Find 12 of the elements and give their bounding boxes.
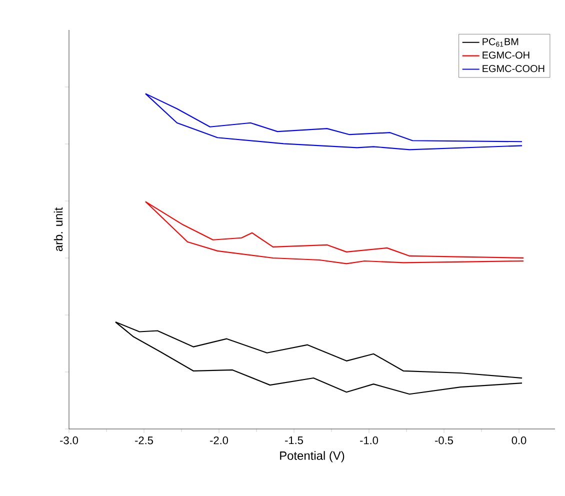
x-tick-label: 0.0	[512, 436, 526, 444]
y-axis-title: arb. unit	[54, 207, 63, 252]
legend-label: PC$_{61}$BM	[482, 38, 518, 47]
x-tick-label: -2.5	[135, 436, 153, 444]
x-tick-label: -2.0	[210, 436, 228, 444]
x-tick-label: -0.5	[435, 436, 453, 444]
legend-label: EGMC-OH	[482, 52, 530, 59]
x-axis-title: Potential (V)	[280, 451, 344, 462]
legend-label: EGMC-COOH	[482, 65, 544, 72]
x-tick-label: -1.5	[285, 436, 303, 444]
x-tick-label: -1.0	[360, 436, 378, 444]
x-tick-label: -3.0	[60, 436, 78, 444]
